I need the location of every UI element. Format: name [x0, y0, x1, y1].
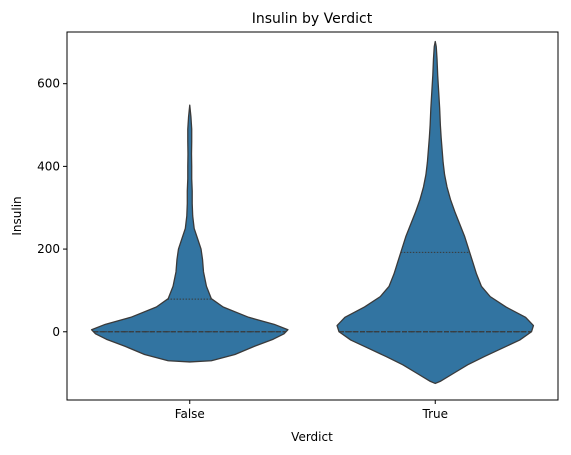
x-axis-label: Verdict	[291, 430, 333, 444]
y-tick-label: 200	[37, 242, 60, 256]
violin-false	[90, 104, 289, 363]
x-tick-label: True	[422, 407, 449, 421]
chart-title: Insulin by Verdict	[252, 11, 373, 27]
violin-true	[336, 40, 535, 385]
y-axis-ticks: 0 200 400 600	[37, 77, 67, 339]
violins-layer	[90, 40, 535, 385]
x-tick-label: False	[175, 407, 205, 421]
plot-frame	[66, 31, 559, 401]
y-tick-label: 600	[37, 77, 60, 91]
y-tick-label: 400	[37, 159, 60, 173]
y-tick-label: 0	[52, 325, 60, 339]
x-axis-ticks: False True	[175, 400, 448, 421]
y-axis-label: Insulin	[10, 196, 24, 235]
